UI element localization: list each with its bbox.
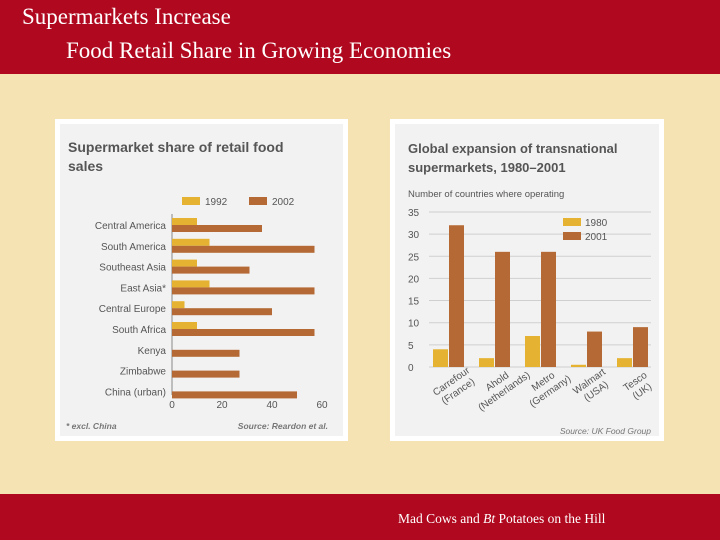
category-label: South Africa bbox=[112, 325, 166, 336]
y-tick-label: 15 bbox=[408, 297, 420, 308]
bar-2002 bbox=[172, 391, 297, 399]
legend-swatch bbox=[249, 197, 267, 205]
global-expansion-chart: Global expansion of transnational superma… bbox=[408, 141, 654, 436]
legend-swatch bbox=[563, 232, 581, 240]
chart-title: sales bbox=[68, 158, 103, 174]
footer-text-end: Potatoes on the Hill bbox=[495, 511, 606, 526]
supermarket-share-chart: Supermarket share of retail food sales 199… bbox=[66, 139, 328, 431]
x-tick-label: 40 bbox=[266, 400, 278, 411]
bar-1980 bbox=[525, 335, 540, 367]
chart-background: Supermarket share of retail food sales 199… bbox=[60, 124, 343, 436]
y-tick-label: 20 bbox=[408, 274, 420, 285]
title-banner: Supermarkets Increase Food Retail Share … bbox=[0, 0, 720, 74]
supermarket-share-chart-panel: Supermarket share of retail food sales 199… bbox=[55, 119, 348, 441]
x-tick-label: 0 bbox=[169, 400, 175, 411]
category-label: Central America bbox=[95, 221, 167, 232]
bar-2002 bbox=[172, 370, 240, 378]
bar-2001 bbox=[495, 251, 510, 367]
y-tick-label: 25 bbox=[408, 252, 420, 263]
legend-label: 1992 bbox=[205, 197, 228, 208]
category-label: Carrefour(France) bbox=[431, 365, 477, 407]
x-tick-label: 20 bbox=[216, 400, 228, 411]
source-note: Source: Reardon et al. bbox=[238, 421, 328, 431]
bar-1992 bbox=[172, 280, 210, 288]
bar-1992 bbox=[172, 218, 197, 225]
bar-1992 bbox=[172, 322, 197, 329]
y-tick-label: 10 bbox=[408, 319, 420, 330]
bar-2002 bbox=[172, 349, 240, 357]
bar-2002 bbox=[172, 308, 272, 316]
category-label: Ahold(Netherlands) bbox=[476, 370, 532, 414]
bar-2002 bbox=[172, 245, 315, 253]
category-label: Kenya bbox=[138, 346, 167, 357]
bar-1980 bbox=[571, 364, 586, 367]
footer-text: Mad Cows and Bt Potatoes on the Hill bbox=[398, 511, 605, 527]
slide-title-line1: Supermarkets Increase bbox=[22, 4, 231, 29]
category-label: Zimbabwe bbox=[120, 367, 167, 378]
bar-1992 bbox=[172, 238, 210, 246]
legend-label: 2001 bbox=[585, 232, 608, 243]
slide-title-line2: Food Retail Share in Growing Economies bbox=[66, 38, 452, 63]
chart-title: supermarkets, 1980–2001 bbox=[408, 160, 566, 175]
bar-2001 bbox=[449, 225, 464, 367]
y-tick-label: 0 bbox=[408, 363, 414, 374]
chart-background: Global expansion of transnational superma… bbox=[395, 124, 659, 436]
bar-2002 bbox=[172, 287, 315, 295]
bar-2002 bbox=[172, 266, 250, 274]
y-tick-label: 30 bbox=[408, 230, 420, 241]
legend-swatch bbox=[182, 197, 200, 205]
source-note: Source: UK Food Group bbox=[560, 426, 651, 436]
bar-1992 bbox=[172, 259, 197, 267]
footer-banner: Mad Cows and Bt Potatoes on the Hill bbox=[0, 494, 720, 540]
global-expansion-chart-panel: Global expansion of transnational superma… bbox=[390, 119, 664, 441]
legend-label: 2002 bbox=[272, 197, 295, 208]
footer-text-start: Mad Cows and bbox=[398, 511, 484, 526]
bar-2002 bbox=[172, 225, 262, 232]
category-label: South America bbox=[101, 242, 166, 253]
y-tick-label: 5 bbox=[408, 341, 414, 352]
chart-subtitle: Number of countries where operating bbox=[408, 189, 564, 200]
bar-2001 bbox=[587, 331, 602, 367]
chart-title: Global expansion of transnational bbox=[408, 141, 617, 156]
bar-1980 bbox=[433, 349, 448, 367]
bar-2001 bbox=[633, 327, 648, 367]
category-label: China (urban) bbox=[105, 387, 166, 398]
bar-1980 bbox=[617, 358, 632, 367]
y-tick-label: 35 bbox=[408, 208, 420, 219]
legend-label: 1980 bbox=[585, 218, 608, 229]
chart-title: Supermarket share of retail food bbox=[68, 139, 284, 155]
bar-1992 bbox=[172, 301, 185, 309]
category-label: Central Europe bbox=[99, 304, 167, 315]
footer-text-emphasis: Bt bbox=[483, 511, 496, 526]
category-label: Southeast Asia bbox=[99, 263, 166, 274]
footnote: * excl. China bbox=[66, 421, 117, 431]
category-label: Tesco(UK) bbox=[622, 370, 654, 402]
category-label: Walmart(USA) bbox=[571, 367, 610, 404]
x-tick-label: 60 bbox=[316, 400, 328, 411]
legend-swatch bbox=[563, 218, 581, 226]
bar-2001 bbox=[541, 251, 556, 367]
category-label: East Asia* bbox=[120, 283, 166, 294]
category-label: Metro(Germany) bbox=[528, 370, 573, 410]
bar-2002 bbox=[172, 329, 315, 336]
bar-1980 bbox=[479, 358, 494, 367]
